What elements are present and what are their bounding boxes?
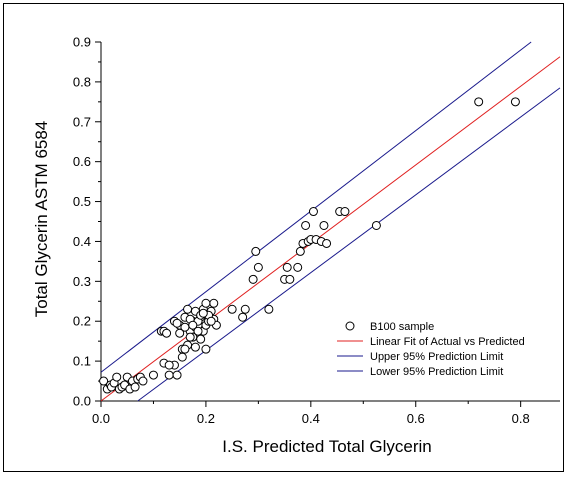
axes: 0.0 0.2 0.4 0.6 0.8 0.0 0.1 0.2 0.3 0.4 0.5 0.6 0.7 0…	[73, 35, 560, 426]
data-point	[371, 220, 381, 230]
y-tick-label: 0.5	[73, 194, 91, 209]
data-point	[198, 308, 208, 318]
x-tick-label: 0.6	[407, 411, 425, 426]
legend-label-b100-sample: B100 sample	[370, 321, 434, 333]
data-point	[196, 334, 206, 344]
data-point	[201, 298, 211, 308]
data-point	[285, 274, 295, 284]
data-point	[227, 304, 237, 314]
y-axis-label: Total Glycerin ASTM 6584	[32, 121, 51, 318]
legend-label-upper-95-prediction-limit: Upper 95% Prediction Limit	[370, 351, 503, 363]
y-tick-label: 0.9	[73, 35, 91, 50]
linear-fit-of-actual-vs-predicted-line	[100, 56, 561, 402]
data-point	[172, 318, 182, 328]
y-tick-label: 0.1	[73, 354, 91, 369]
data-point	[148, 370, 158, 380]
data-point	[188, 320, 198, 330]
data-point	[177, 352, 187, 362]
data-point	[112, 372, 122, 382]
figure-frame	[3, 3, 564, 472]
data-point	[164, 360, 174, 370]
data-point	[164, 370, 174, 380]
data-point	[301, 220, 311, 230]
data-point	[264, 304, 274, 314]
data-point	[253, 262, 263, 272]
data-point	[240, 304, 250, 314]
legend-marker	[345, 321, 355, 331]
data-point	[201, 344, 211, 354]
data-point	[308, 207, 318, 217]
legend-label-lower-95-prediction-limit: Lower 95% Prediction Limit	[370, 366, 503, 378]
data-point	[99, 376, 109, 386]
y-tick-label: 0.2	[73, 314, 91, 329]
upper-95-prediction-limit-line	[100, 41, 532, 373]
data-point	[138, 376, 148, 386]
data-point	[293, 262, 303, 272]
data-point	[474, 97, 484, 107]
y-tick-label: 0.8	[73, 74, 91, 89]
data-points	[99, 97, 520, 394]
data-point	[510, 97, 520, 107]
data-point	[162, 328, 172, 338]
data-point	[206, 316, 216, 326]
data-point	[248, 274, 258, 284]
data-point	[251, 246, 261, 256]
data-point	[319, 220, 329, 230]
data-point	[193, 326, 203, 336]
data-point	[175, 328, 185, 338]
x-tick-label: 0.4	[302, 411, 320, 426]
legend: B100 sample Linear Fit of Actual vs Predi…	[337, 321, 525, 378]
y-tick-label: 0.6	[73, 154, 91, 169]
legend-label-linear-fit-of-actual-vs-predicted: Linear Fit of Actual vs Predicted	[370, 336, 525, 348]
y-tick-label: 0.3	[73, 274, 91, 289]
data-point	[282, 262, 292, 272]
data-point	[190, 342, 200, 352]
x-tick-label: 0.2	[197, 411, 215, 426]
x-axis-label: I.S. Predicted Total Glycerin	[222, 437, 431, 456]
y-tick-label: 0.0	[73, 394, 91, 409]
data-point	[180, 344, 190, 354]
data-point	[238, 312, 248, 322]
data-point	[322, 238, 332, 248]
data-point	[295, 246, 305, 256]
x-tick-label: 0.8	[512, 411, 530, 426]
data-point	[130, 382, 140, 392]
y-tick-label: 0.7	[73, 114, 91, 129]
data-point	[185, 332, 195, 342]
data-point	[172, 370, 182, 380]
x-tick-label: 0.0	[92, 411, 110, 426]
data-point	[209, 298, 219, 308]
data-point	[340, 207, 350, 217]
y-tick-label: 0.4	[73, 234, 91, 249]
data-point	[183, 304, 193, 314]
